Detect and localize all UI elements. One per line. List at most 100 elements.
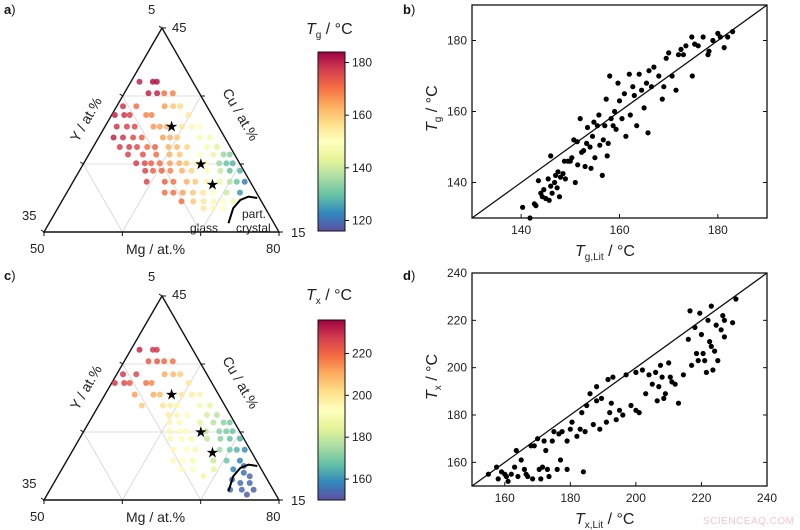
tick-top-y: 5 [148, 2, 155, 17]
data-point [648, 84, 655, 90]
grid-line-y [82, 431, 123, 501]
data-point [544, 466, 551, 472]
data-point [210, 151, 217, 158]
x-tick-label: 160 [609, 223, 629, 237]
data-point [167, 167, 174, 174]
data-point [559, 429, 565, 435]
star-marker: ★ [206, 444, 219, 461]
data-point [661, 395, 667, 401]
data-point [152, 144, 159, 150]
data-point [200, 198, 207, 205]
data-point [599, 172, 605, 178]
data-point [111, 380, 118, 386]
watermark: SCIENCEAQ.COM [703, 516, 795, 527]
data-point [594, 384, 600, 390]
data-point [188, 167, 195, 174]
data-point [169, 90, 176, 97]
panel-label-b: b) [403, 2, 415, 17]
data-point [710, 367, 716, 373]
data-point [141, 160, 148, 167]
data-point [718, 327, 724, 333]
data-point [154, 358, 161, 365]
data-point [555, 169, 561, 175]
data-point [202, 428, 209, 435]
data-point [131, 123, 138, 130]
data-point [733, 296, 739, 302]
data-point [192, 178, 199, 185]
data-point [134, 144, 140, 150]
tick-left-mg: 50 [30, 509, 44, 524]
data-point [223, 189, 230, 196]
data-point [554, 185, 560, 191]
data-point [196, 391, 203, 398]
data-point [607, 410, 613, 416]
data-point [656, 73, 662, 79]
data-point [613, 417, 619, 423]
data-point [594, 398, 600, 404]
data-point [643, 80, 650, 86]
data-point [633, 369, 639, 375]
data-point [678, 46, 684, 53]
d-x-axis-label: Tx,Lit / °C [575, 511, 634, 530]
data-point [176, 151, 183, 158]
data-point [223, 428, 230, 435]
data-point [695, 358, 701, 364]
data-point [721, 317, 728, 323]
data-point [539, 464, 546, 470]
data-point [634, 123, 640, 129]
data-point [216, 446, 223, 453]
data-point [176, 428, 183, 435]
data-point [143, 112, 150, 118]
data-point [126, 112, 133, 118]
data-point [226, 419, 233, 426]
data-point [680, 372, 687, 378]
data-point [203, 412, 210, 418]
data-point [708, 303, 714, 309]
data-point [170, 446, 177, 453]
data-point [206, 134, 213, 141]
star-marker: ★ [206, 176, 219, 193]
data-point [584, 124, 591, 131]
data-point [554, 466, 560, 472]
data-point [203, 144, 210, 150]
data-point [605, 140, 611, 146]
data-point [580, 469, 587, 475]
grid-line-y [122, 363, 202, 501]
data-point [692, 324, 698, 330]
data-point [597, 142, 603, 148]
tick-right-mg: 80 [266, 509, 280, 524]
ternary-a-labels: 5 45 35 50 80 15 Mg / at.% Y / at.% Cu /… [22, 2, 305, 257]
data-point [556, 194, 563, 200]
data-point [131, 391, 138, 398]
colorbar-c-title: Tx / °C [306, 287, 352, 307]
x-tick-label: 220 [691, 491, 711, 505]
data-point [229, 428, 236, 435]
data-point [170, 371, 177, 378]
data-point [636, 71, 642, 77]
data-point [196, 134, 203, 141]
data-point [220, 419, 227, 426]
data-point [200, 189, 207, 196]
star-marker: ★ [194, 156, 207, 173]
data-point [608, 400, 614, 406]
data-point [223, 457, 230, 464]
data-point [639, 87, 645, 93]
data-point [700, 34, 706, 40]
data-point [189, 457, 196, 464]
data-point [250, 486, 257, 493]
data-point [166, 419, 173, 426]
data-point [110, 134, 117, 141]
data-point [708, 343, 714, 349]
colorbar-a-title: Tg / °C [306, 21, 353, 41]
data-point [210, 466, 217, 473]
data-point [615, 80, 621, 86]
data-point [612, 108, 618, 115]
star-marker: ★ [194, 424, 207, 441]
mg-axis-label: Mg / at.% [126, 509, 185, 525]
data-point [177, 103, 184, 110]
data-point [627, 112, 633, 118]
data-point [604, 153, 610, 159]
data-point [159, 134, 166, 141]
y-tick-label: 220 [447, 313, 467, 327]
data-point [584, 140, 590, 146]
